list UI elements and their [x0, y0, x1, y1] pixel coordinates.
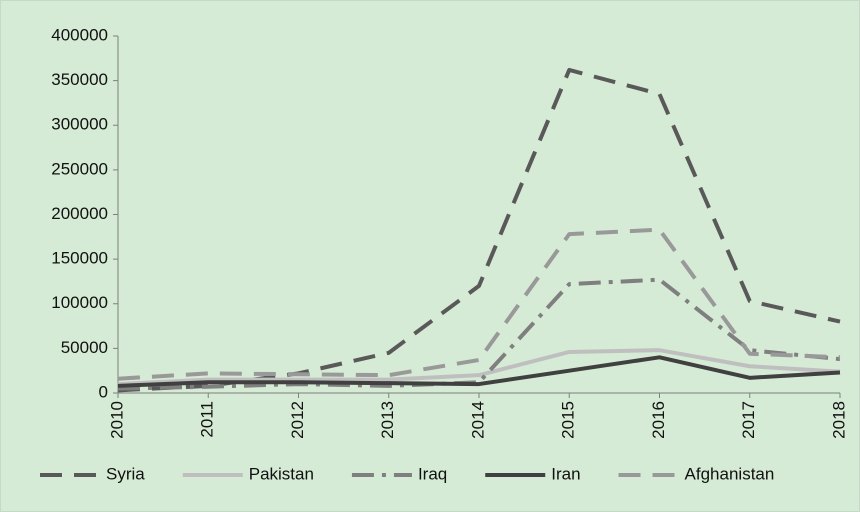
legend-label: Syria	[106, 464, 145, 483]
y-tick-label: 250000	[51, 159, 108, 178]
y-tick-label: 300000	[51, 115, 108, 134]
x-tick-label: 2017	[739, 401, 758, 439]
y-tick-label: 50000	[61, 338, 108, 357]
legend-label: Iraq	[418, 464, 447, 483]
series-line	[117, 355, 841, 388]
x-tick-label: 2018	[829, 401, 848, 439]
x-tick-label: 2011	[198, 401, 217, 438]
legend-label: Iran	[551, 464, 580, 483]
y-tick-label: 350000	[51, 70, 108, 89]
series-line	[117, 348, 841, 387]
x-tick-label: 2016	[649, 401, 668, 439]
legend-label: Afghanistan	[685, 464, 775, 483]
y-tick-label: 150000	[51, 249, 108, 268]
series-line	[117, 227, 841, 381]
x-tick-label: 2010	[107, 401, 126, 439]
y-tick-label: 200000	[51, 204, 108, 223]
y-tick-label: 100000	[51, 293, 108, 312]
y-tick-label: 400000	[51, 25, 108, 44]
y-tick-label: 0	[99, 382, 108, 401]
x-tick-label: 2015	[559, 401, 578, 439]
x-tick-label: 2014	[468, 401, 487, 439]
x-tick-label: 2013	[378, 401, 397, 439]
x-tick-label: 2012	[288, 401, 307, 439]
legend-label: Pakistan	[249, 464, 314, 483]
series-line	[117, 277, 841, 391]
